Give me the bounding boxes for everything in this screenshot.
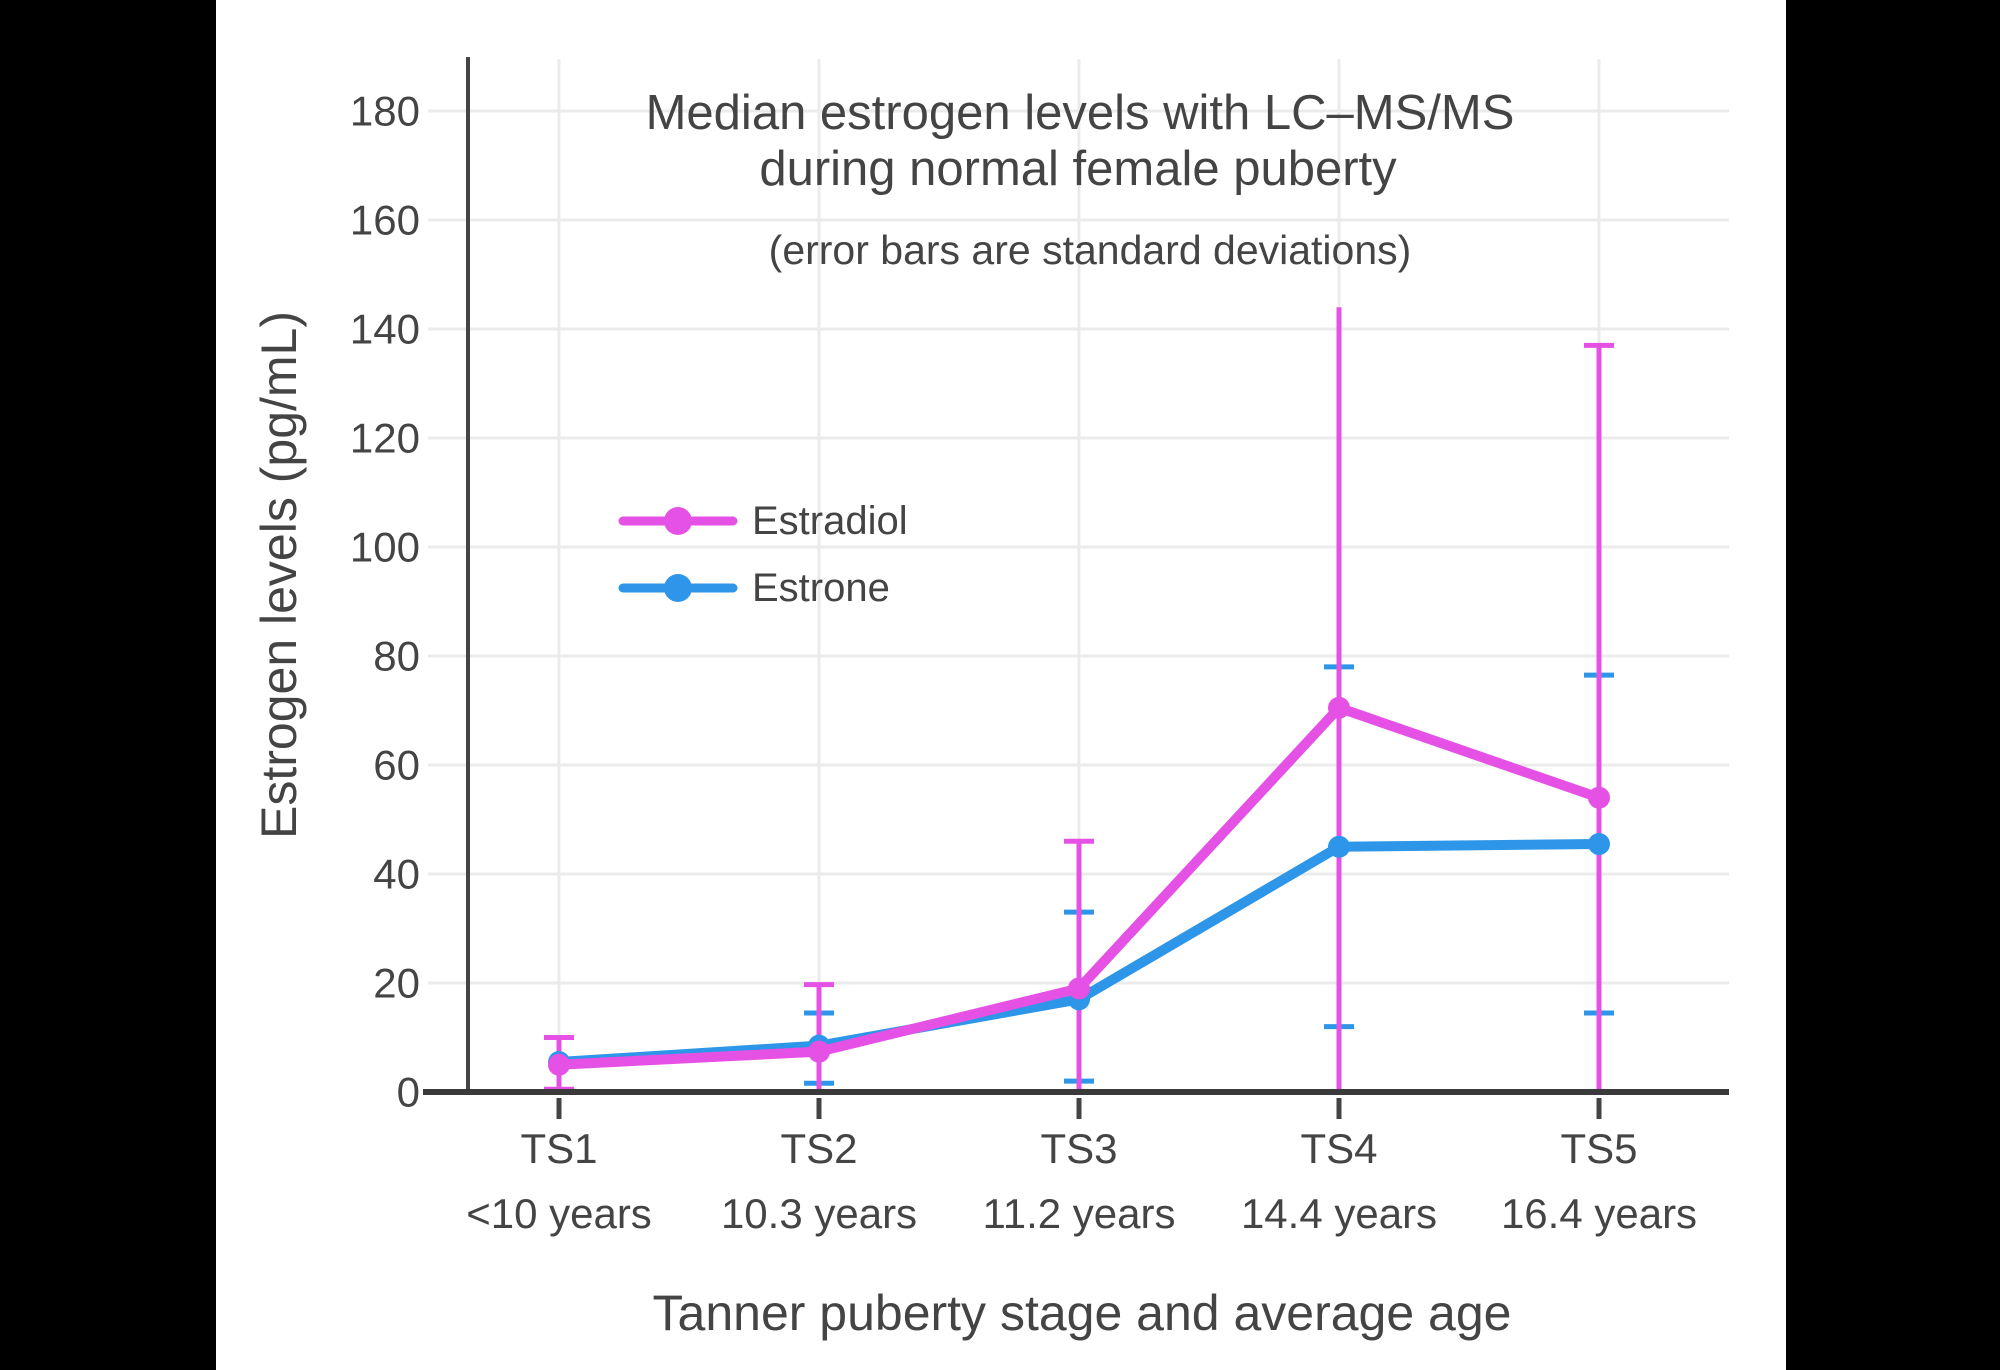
chart-subtitle: (error bars are standard deviations) <box>769 227 1412 273</box>
estrone-marker-TS5 <box>1588 833 1610 856</box>
y-tick-label-160: 160 <box>350 197 420 244</box>
legend-estradiol-label: Estradiol <box>752 499 908 543</box>
estrone-marker-TS4 <box>1328 835 1350 858</box>
chart-title-line2: during normal female puberty <box>759 142 1397 196</box>
y-tick-label-40: 40 <box>373 851 420 898</box>
x-tick-label-stage-TS1: TS1 <box>520 1125 597 1172</box>
y-axis-title: Estrogen levels (pg/mL) <box>251 311 307 839</box>
estradiol-marker-TS2 <box>808 1040 830 1063</box>
y-tick-label-0: 0 <box>397 1069 420 1116</box>
y-tick-label-60: 60 <box>373 742 420 789</box>
legend: Estradiol Estrone <box>618 499 908 610</box>
tick-label-layer: 0 20 40 60 80 100 120 140 160 180 TS1 <10 years TS2 1… <box>350 88 1697 1238</box>
estradiol-marker-TS5 <box>1588 786 1610 809</box>
y-tick-label-20: 20 <box>373 960 420 1007</box>
y-tick-label-100: 100 <box>350 524 420 571</box>
series-layer <box>548 696 1610 1076</box>
x-tick-label-age-TS2: 10.3 years <box>721 1190 917 1237</box>
x-tick-label-age-TS4: 14.4 years <box>1241 1190 1437 1237</box>
estradiol-marker-TS3 <box>1068 977 1090 1000</box>
legend-estrone-label: Estrone <box>752 566 890 610</box>
x-tick-label-stage-TS3: TS3 <box>1040 1125 1117 1172</box>
estradiol-marker-TS1 <box>548 1053 570 1076</box>
x-tick-label-stage-TS2: TS2 <box>780 1125 857 1172</box>
axis-layer <box>423 57 1729 1119</box>
x-tick-label-age-TS5: 16.4 years <box>1501 1190 1697 1237</box>
y-tick-label-80: 80 <box>373 633 420 680</box>
legend-estrone-marker <box>664 574 692 602</box>
x-tick-label-stage-TS5: TS5 <box>1560 1125 1637 1172</box>
x-axis-title: Tanner puberty stage and average age <box>653 1285 1512 1341</box>
x-tick-label-age-TS1: <10 years <box>466 1190 652 1237</box>
x-tick-label-age-TS3: 11.2 years <box>983 1190 1176 1237</box>
chart-canvas <box>216 0 1786 1370</box>
x-tick-label-stage-TS4: TS4 <box>1300 1125 1377 1172</box>
y-tick-label-180: 180 <box>350 88 420 135</box>
chart-title-line1: Median estrogen levels with LC–MS/MS <box>646 86 1515 140</box>
y-tick-label-120: 120 <box>350 415 420 462</box>
legend-estradiol-marker <box>664 507 692 535</box>
estradiol-marker-TS4 <box>1328 696 1350 719</box>
y-tick-label-140: 140 <box>350 306 420 353</box>
